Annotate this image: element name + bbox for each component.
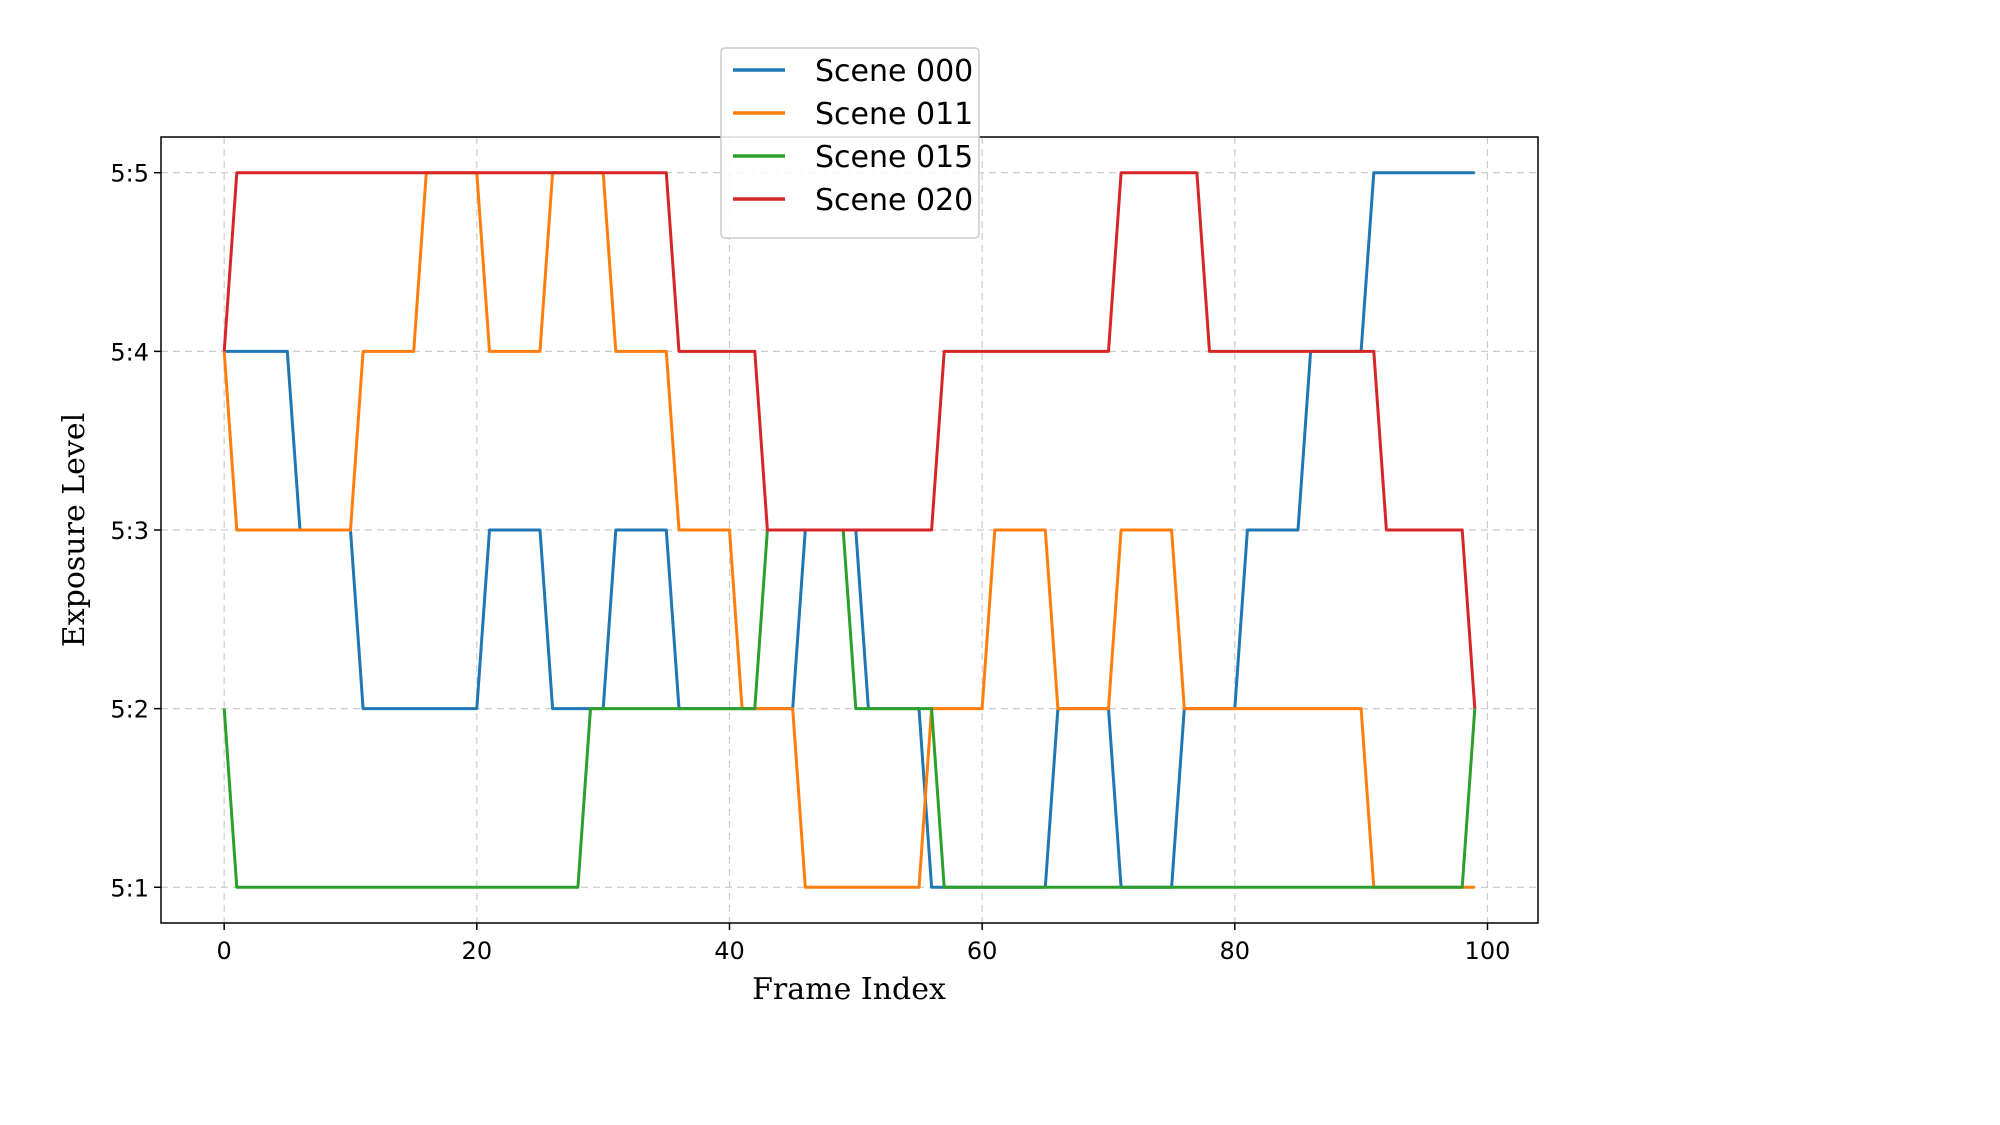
axis-ticks: 0 20 40 60 80 100 5:1 5:2 5:3 5:4 5:5 [110,160,1510,965]
x-tick-label: 0 [217,937,232,965]
y-tick-label: 5:3 [110,517,149,545]
legend-label-scene-015: Scene 015 [815,140,973,175]
legend-label-scene-000: Scene 000 [815,54,973,89]
x-tick-label: 100 [1465,937,1511,965]
x-tick-label: 60 [967,937,998,965]
legend: Scene 000 Scene 011 Scene 015 Scene 020 [720,47,980,239]
x-tick-label: 80 [1220,937,1251,965]
plot-series [222,171,1477,889]
x-tick-label: 20 [462,937,493,965]
legend-label-scene-020: Scene 020 [815,183,973,218]
legend-box [720,47,980,239]
y-tick-label: 5:2 [110,696,149,724]
legend-label-scene-011: Scene 011 [815,97,973,132]
series-line-scene-020 [222,171,1477,709]
y-tick-label: 5:4 [110,338,149,366]
y-tick-label: 5:5 [110,160,149,188]
x-tick-label: 40 [714,937,745,965]
y-axis-title: Exposure Level [57,413,92,647]
y-tick-label: 5:1 [110,874,149,902]
x-axis-title: Frame Index [752,972,946,1007]
series-line-scene-000 [224,171,1475,889]
